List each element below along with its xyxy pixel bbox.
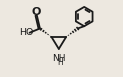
Text: H: H — [57, 58, 63, 67]
Text: O: O — [31, 7, 41, 17]
Text: NH: NH — [52, 54, 66, 63]
Text: HO: HO — [19, 28, 33, 37]
